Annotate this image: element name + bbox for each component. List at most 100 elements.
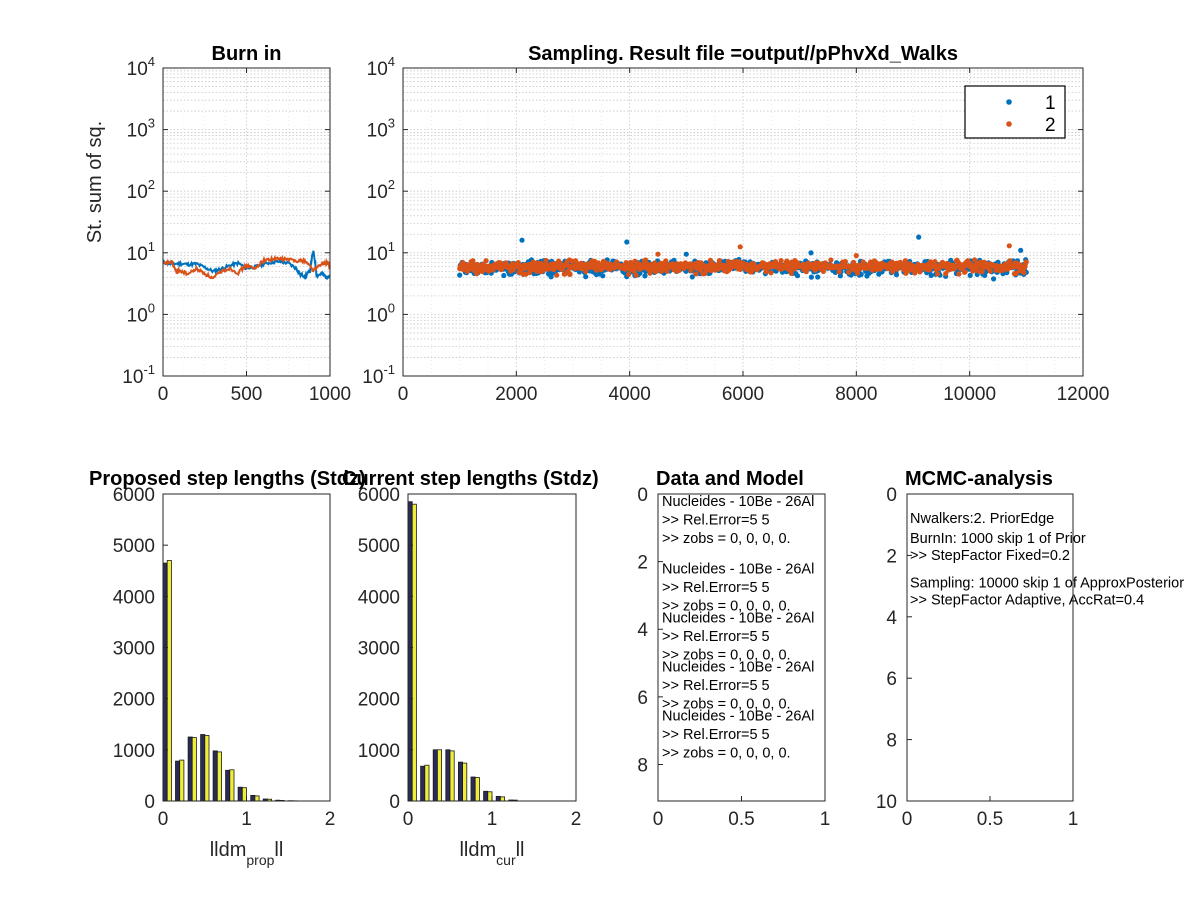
- x-tick-label: 0: [158, 384, 169, 405]
- y-tick-base: 10: [122, 367, 143, 388]
- burnin-series-1-line: [162, 250, 331, 281]
- histogram-bar-dark: [457, 761, 463, 802]
- sampling-point: [1007, 258, 1013, 264]
- x-tick-label: 6000: [722, 384, 764, 405]
- sampling-point: [543, 257, 549, 264]
- sampling-point: [815, 274, 821, 280]
- x-tick-label: 1: [1068, 809, 1079, 830]
- plot-area: [907, 494, 1073, 801]
- x-tick-label: 2: [571, 809, 582, 830]
- sampling-point: [893, 272, 900, 278]
- sampling-point: [794, 273, 801, 279]
- analysis-text-line: Nucleides - 10Be - 26Al: [662, 562, 814, 578]
- histogram-bar-yellow: [229, 769, 235, 802]
- sampling-point: [842, 259, 849, 265]
- y-tick-exponent: 0: [388, 300, 395, 315]
- x-axis-label-main: lldm: [210, 839, 247, 861]
- y-tick-exponent: -1: [143, 362, 155, 377]
- histogram-bar-yellow: [216, 751, 222, 802]
- histogram-bar-yellow: [254, 795, 260, 802]
- y-tick-label: 8: [637, 755, 648, 776]
- y-tick-label: 101: [367, 239, 395, 265]
- chart-title: Current step lengths (Stdz): [342, 468, 599, 490]
- sampling-point: [664, 268, 670, 274]
- sampling-outlier-point: [519, 237, 525, 243]
- legend-marker-1: [1006, 99, 1012, 105]
- x-axis-label-subscript: cur: [496, 852, 516, 868]
- legend: 12: [964, 85, 1066, 139]
- histogram-bar-yellow: [499, 796, 505, 802]
- y-tick-label: 10-1: [362, 362, 395, 388]
- y-tick-exponent: 1: [388, 239, 395, 254]
- analysis-text-line: >> zobs = 0, 0, 0, 0.: [662, 697, 791, 713]
- y-tick-label: 10: [876, 792, 897, 813]
- histogram-bar-yellow: [179, 759, 185, 802]
- sampling-point: [642, 273, 648, 279]
- y-tick-label: 4: [637, 620, 648, 641]
- sampling-point: [808, 274, 815, 280]
- y-tick-label: 10-1: [122, 362, 155, 388]
- proposed-histogram-axes: 0 1000 2000 3000 4000 5000 6000 0 1 2 lldmpropll Pr…: [89, 468, 366, 868]
- y-axis-label: St. sum of sq.: [84, 121, 106, 243]
- analysis-text-line: Nucleides - 10Be - 26Al: [662, 709, 814, 725]
- y-tick-base: 10: [367, 244, 388, 265]
- burnin-series-2-line: [162, 254, 331, 280]
- y-tick-base: 10: [127, 305, 148, 326]
- x-axis-label: lldmpropll: [210, 839, 284, 868]
- analysis-text-line: >> Rel.Error=5 5: [662, 512, 770, 528]
- histogram-bar-dark: [187, 736, 193, 802]
- x-axis-label-suffix: ll: [274, 839, 283, 861]
- sampling-outlier-point: [655, 251, 661, 257]
- histogram-bar-dark: [200, 734, 206, 802]
- analysis-text-line: >> Rel.Error=5 5: [662, 580, 770, 596]
- sampling-point: [548, 274, 554, 280]
- sampling-point: [689, 274, 695, 280]
- sampling-point: [987, 268, 994, 274]
- x-axis-label-suffix: ll: [516, 839, 525, 861]
- sampling-point: [567, 271, 573, 277]
- y-tick-exponent: 4: [148, 54, 155, 69]
- histogram-bar-yellow: [204, 735, 210, 802]
- y-tick-exponent: 1: [148, 239, 155, 254]
- histogram-bar-dark: [175, 760, 181, 802]
- y-tick-label: 100: [367, 300, 395, 326]
- legend-box: [964, 85, 1066, 139]
- analysis-text-line: >> Rel.Error=5 5: [662, 678, 770, 694]
- histogram-bar-yellow: [449, 750, 455, 802]
- y-tick-label: 0: [144, 792, 155, 813]
- legend-label-1: 1: [1045, 93, 1056, 114]
- histogram-bar-yellow: [436, 749, 442, 802]
- sampling-point: [1023, 259, 1029, 265]
- y-tick-label: 8: [886, 731, 897, 752]
- sampling-outlier-point: [808, 250, 814, 256]
- sampling-point: [643, 257, 649, 263]
- y-tick-label: 1000: [113, 741, 155, 762]
- sampling-point: [778, 258, 784, 264]
- y-tick-exponent: 4: [388, 54, 395, 69]
- x-axis-label-main: lldm: [459, 839, 496, 861]
- sampling-point: [554, 272, 560, 278]
- y-tick-label: 101: [127, 239, 155, 265]
- chart-title: Proposed step lengths (Stdz): [89, 468, 366, 490]
- analysis-text-line: >> zobs = 0, 0, 0, 0.: [662, 531, 791, 547]
- x-tick-label: 8000: [835, 384, 877, 405]
- y-tick-label: 1000: [358, 741, 400, 762]
- panel-title: MCMC-analysis: [905, 468, 1053, 490]
- x-tick-label: 0.5: [977, 809, 1003, 830]
- y-tick-exponent: 3: [388, 116, 395, 131]
- histogram-bar-yellow: [474, 777, 480, 802]
- sampling-outlier-point: [1018, 247, 1024, 253]
- chart-title: Burn in: [212, 43, 282, 65]
- sampling-point: [768, 270, 774, 276]
- sampling-point: [1021, 270, 1027, 276]
- sampling-point: [991, 276, 997, 282]
- sampling-point: [583, 274, 589, 280]
- analysis-text-line: Nwalkers:2. PriorEdge: [910, 511, 1054, 527]
- x-axis-label-subscript: prop: [246, 852, 274, 868]
- analysis-text-line: >> StepFactor Adaptive, AccRat=0.4: [910, 593, 1144, 609]
- histogram-bar-dark: [225, 769, 231, 802]
- x-axis-label: lldmcurll: [459, 839, 524, 868]
- sampling-point: [846, 269, 852, 275]
- mcmc-analysis-axes: Nwalkers:2. PriorEdge BurnIn: 1000 skip 1…: [876, 468, 1184, 830]
